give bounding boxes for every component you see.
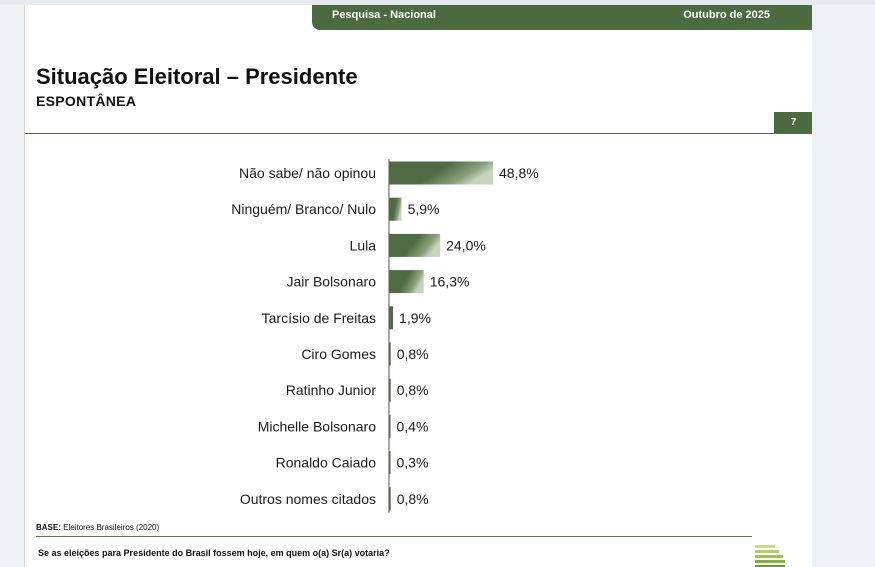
- value-label: 0,8%: [397, 346, 429, 362]
- institute-logo-icon: [755, 545, 785, 567]
- bar: [389, 451, 391, 475]
- value-label: 5,9%: [408, 201, 440, 217]
- bar: [389, 342, 391, 366]
- value-label: 0,8%: [397, 491, 429, 507]
- survey-label: Pesquisa - Nacional: [332, 9, 436, 21]
- base-note: BASE: Eleitores Brasileiros (2020): [36, 523, 159, 532]
- category-label: Ninguém/ Branco/ Nulo: [231, 201, 376, 217]
- bar: [389, 197, 402, 221]
- value-label: 48,8%: [499, 165, 539, 181]
- title-divider: [25, 133, 813, 134]
- slide-subtitle: ESPONTÂNEA: [36, 93, 137, 109]
- bar: [389, 487, 391, 511]
- category-label: Lula: [350, 237, 377, 253]
- footer-divider: [36, 536, 752, 537]
- bar-chart: Não sabe/ não opinou 48,8% Ninguém/ Branco…: [231, 159, 539, 513]
- header-bar: Pesquisa - Nacional Outubro de 2025: [312, 5, 813, 30]
- bar: [389, 378, 391, 402]
- bar: [389, 306, 394, 330]
- category-label: Tarcísio de Freitas: [262, 310, 376, 326]
- bar: [389, 270, 424, 294]
- category-label: Ratinho Junior: [286, 382, 377, 398]
- survey-question: Se as eleições para Presidente do Brasil…: [38, 548, 390, 558]
- bar: [389, 233, 441, 257]
- page-number: 7: [774, 112, 813, 134]
- base-value: Eleitores Brasileiros (2020): [63, 523, 160, 532]
- value-label: 0,8%: [397, 382, 429, 398]
- value-label: 1,9%: [399, 310, 431, 326]
- slide: Pesquisa - Nacional Outubro de 2025 Situ…: [24, 5, 814, 567]
- category-label: Ronaldo Caiado: [276, 455, 377, 471]
- value-label: 0,4%: [397, 418, 429, 434]
- bar: [389, 161, 493, 185]
- value-label: 0,3%: [397, 455, 429, 471]
- value-label: 16,3%: [430, 274, 470, 290]
- category-label: Jair Bolsonaro: [287, 274, 377, 290]
- date-label: Outubro de 2025: [683, 9, 770, 21]
- viewer-margin: [812, 5, 875, 567]
- category-label: Outros nomes citados: [240, 491, 376, 507]
- value-label: 24,0%: [446, 237, 486, 253]
- slide-title: Situação Eleitoral – Presidente: [36, 64, 358, 89]
- category-label: Não sabe/ não opinou: [239, 165, 376, 181]
- base-label: BASE:: [36, 523, 61, 532]
- bar: [389, 414, 391, 438]
- category-label: Michelle Bolsonaro: [258, 418, 376, 434]
- top-strip: [0, 0, 875, 5]
- category-label: Ciro Gomes: [301, 346, 376, 362]
